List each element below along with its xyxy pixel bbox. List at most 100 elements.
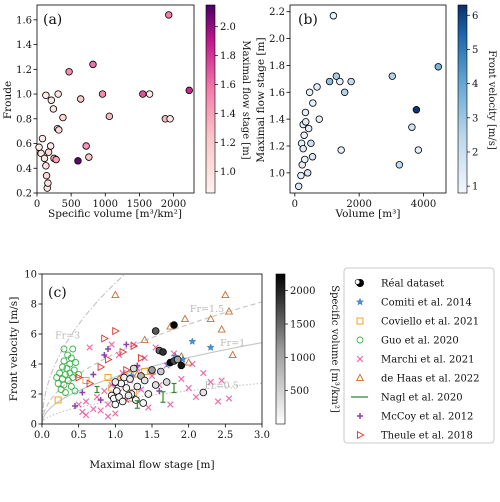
panel-b-point	[301, 108, 310, 117]
marchi-marker	[82, 398, 90, 405]
panel-c: Fr=3 Fr=1.5 Fr=1 Fr=0.5 0.0 0.5 1.0 1.5 2.0 2.5 3…	[8, 267, 495, 471]
panel-b-ytick-label: 2.2	[269, 7, 285, 18]
panel-a-colorbar-tick-label: 1.4	[220, 109, 236, 120]
guo-marker	[72, 359, 80, 366]
real-dataset-marker	[173, 355, 182, 364]
panel-b-point	[337, 146, 345, 154]
panel-b-point	[303, 169, 312, 177]
mccoy-marker	[90, 371, 97, 378]
panel-a: 0 500 1000 1500 2000 0.2 0.4 0.6 0.8 1.0 1.2 1.4 1.6…	[2, 4, 251, 220]
panel-b-point	[332, 72, 341, 80]
dehaas-marker	[206, 314, 215, 323]
coviello-marker	[82, 377, 90, 384]
panel-b-point	[313, 83, 321, 91]
panel-b-ylabel: Maximal flow stage [m]	[255, 37, 267, 162]
theule-marker	[75, 373, 84, 382]
panel-a-point	[139, 90, 147, 98]
panel-b-point	[299, 144, 307, 153]
panel-c-ytick-label: 8	[31, 300, 37, 311]
theule-marker	[104, 355, 113, 364]
marchi-marker	[115, 351, 123, 359]
panel-b-ytick-label: 1.0	[269, 168, 285, 179]
guo-marker	[62, 389, 69, 396]
coviello-marker	[141, 368, 149, 375]
panel-b: 0 2000 4000 1.0 1.2 1.4 1.6 1.8 2.0 2.2 (b) Volum…	[255, 4, 497, 220]
real-dataset-marker	[111, 400, 120, 409]
real-dataset-marker	[118, 397, 127, 406]
theule-marker	[137, 353, 146, 363]
guo-marker	[70, 366, 78, 374]
panel-a-colorbar-label: Maximal flow stage [m]	[240, 40, 251, 159]
panel-c-xtick-label: 0.0	[34, 430, 50, 441]
panel-b-point	[340, 88, 349, 96]
panel-b-label: (b)	[298, 12, 318, 28]
mccoy-marker	[123, 341, 130, 348]
panel-c-ytick-label: 4	[31, 360, 37, 371]
panel-a-colorbar-tick-label: 1.2	[220, 138, 236, 149]
panel-a-ytick-label: 0.2	[16, 189, 32, 200]
panel-c-xtick-label: 1.5	[144, 430, 160, 441]
panel-a-point	[76, 95, 85, 103]
panel-b-xlabel: Volume [m³]	[335, 208, 401, 220]
guo-marker	[60, 357, 68, 365]
panel-b-colorbar	[457, 4, 468, 194]
panel-c-colorbar-label: Specific volume [m³/km²]	[329, 285, 340, 413]
guo-marker	[67, 354, 75, 362]
panel-a-point	[42, 162, 50, 170]
panel-a-point	[82, 142, 90, 150]
real-dataset-marker	[159, 348, 167, 356]
panel-b-ytick-label: 2.0	[269, 34, 285, 45]
panel-b-point	[434, 63, 442, 71]
panel-c-xtick-label: 3.0	[254, 430, 270, 441]
guo-marker	[66, 360, 74, 368]
panel-a-xlabel: Specific volume [m³/km²]	[48, 208, 182, 220]
dehaas-marker	[180, 314, 190, 323]
legend-label: Nagl et al. 2020	[381, 393, 463, 404]
panel-b-point	[388, 72, 396, 80]
marchi-marker	[101, 387, 108, 395]
mccoy-marker	[156, 388, 163, 394]
legend-label: Réal dataset	[381, 279, 444, 290]
panel-a-point	[55, 126, 63, 134]
mccoy-marker	[101, 352, 108, 358]
panel-b-point	[412, 106, 421, 114]
panel-b-frame	[289, 4, 447, 194]
guo-marker	[69, 345, 77, 353]
panel-b-colorbar-tick-label: 1	[472, 182, 478, 193]
panel-a-point	[105, 112, 114, 121]
panel-a-xtick-label: 500	[62, 199, 81, 210]
panel-a-point	[42, 91, 50, 99]
theule-marker	[130, 341, 139, 351]
marchi-marker	[218, 377, 225, 384]
coviello-marker	[104, 374, 112, 381]
panel-a-point	[145, 90, 154, 98]
real-dataset-marker	[148, 366, 156, 374]
panel-b-colorbar-tick-label: 5	[472, 45, 478, 56]
panel-a-point	[98, 90, 107, 98]
guo-marker	[356, 336, 364, 344]
panel-a-colorbar-tick-label: 1.8	[220, 51, 236, 62]
guo-marker	[59, 375, 66, 383]
mccoy-marker	[357, 413, 363, 419]
panel-a-point	[49, 105, 58, 113]
panel-a-ylabel: Froude	[2, 81, 14, 119]
real-dataset-marker	[170, 321, 178, 329]
panel-c-points	[53, 290, 237, 420]
panel-c-colorbar	[275, 273, 286, 425]
real-dataset-marker	[199, 388, 208, 397]
real-dataset-marker	[132, 396, 140, 404]
panel-b-ytick-label: 1.2	[269, 142, 285, 153]
panel-a-point	[42, 171, 51, 180]
guo-marker	[71, 387, 79, 395]
panel-a-points	[35, 11, 193, 192]
guo-marker	[60, 381, 68, 389]
theule-marker	[123, 365, 131, 375]
panel-b-point	[309, 99, 317, 107]
panel-a-colorbar-tick-label: 2.0	[220, 22, 236, 33]
marchi-marker	[97, 407, 104, 414]
panel-c-ytick-label: 10	[24, 270, 37, 281]
coviello-marker	[356, 317, 364, 325]
panel-b-colorbar-tick-label: 6	[472, 11, 478, 22]
comiti-marker	[356, 297, 364, 306]
